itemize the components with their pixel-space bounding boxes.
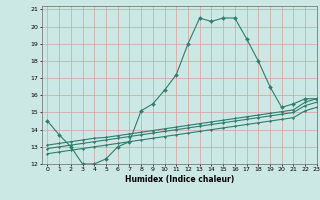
X-axis label: Humidex (Indice chaleur): Humidex (Indice chaleur) [124,175,234,184]
